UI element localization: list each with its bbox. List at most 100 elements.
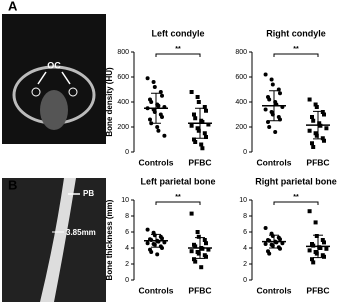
data-point — [196, 128, 201, 133]
data-point — [307, 248, 312, 253]
y-tick-label: 400 — [235, 99, 247, 106]
data-point — [307, 97, 312, 102]
significance-bracket — [155, 53, 201, 57]
data-point — [267, 125, 272, 129]
image-label: PB — [83, 189, 94, 198]
image-label: OC — [47, 60, 61, 70]
y-tick-label: 600 — [117, 74, 129, 81]
y-tick-label: 200 — [117, 124, 129, 131]
y-tick-label: 0 — [243, 149, 247, 156]
data-point — [162, 133, 167, 138]
data-point — [307, 128, 312, 133]
y-tick-label: 8 — [243, 213, 247, 220]
data-point — [196, 251, 201, 256]
significance-bracket — [273, 53, 319, 57]
data-point — [307, 209, 312, 214]
data-point — [199, 142, 204, 147]
data-point — [196, 100, 201, 104]
y-tick-label: 200 — [235, 124, 247, 131]
data-point — [314, 251, 319, 256]
data-point — [313, 102, 318, 107]
data-point — [145, 241, 150, 246]
y-tick-label: 800 — [117, 49, 129, 56]
data-point — [263, 72, 268, 77]
y-tick-label: 4 — [125, 245, 129, 252]
data-point — [193, 244, 198, 249]
significance-label: ** — [175, 46, 181, 53]
y-tick-label: 10 — [121, 197, 129, 204]
y-tick-label: 400 — [117, 99, 129, 106]
data-point — [267, 251, 272, 256]
x-tick-label: Controls — [139, 285, 174, 295]
data-point — [320, 110, 325, 114]
data-point — [273, 130, 278, 134]
x-tick-label: PFBC — [188, 285, 211, 295]
data-point — [320, 136, 325, 141]
chart-title: Left condyle — [151, 28, 204, 38]
y-axis-label: Bone density (HU) — [105, 67, 114, 137]
significance-label: ** — [293, 46, 299, 53]
data-point — [160, 246, 164, 250]
data-point — [155, 125, 160, 129]
chart-title: Right condyle — [266, 28, 326, 38]
x-tick-label: PFBC — [306, 285, 329, 295]
data-point — [204, 241, 208, 246]
data-point — [202, 105, 207, 109]
data-point — [278, 237, 282, 242]
data-point — [145, 227, 150, 232]
x-tick-label: PFBC — [306, 157, 329, 167]
data-point — [263, 242, 268, 246]
data-point — [322, 112, 326, 117]
arrow — [37, 71, 47, 85]
data-point — [313, 220, 318, 225]
data-point — [202, 238, 207, 242]
data-point — [193, 140, 198, 144]
x-tick-label: PFBC — [188, 157, 211, 167]
data-point — [314, 133, 319, 138]
y-tick-label: 2 — [243, 261, 247, 268]
y-tick-label: 800 — [235, 49, 247, 56]
roi — [68, 87, 78, 97]
data-point — [322, 240, 326, 245]
x-tick-label: Controls — [257, 157, 292, 167]
data-point — [189, 123, 194, 128]
y-tick-label: 0 — [243, 277, 247, 284]
y-tick-label: 4 — [243, 245, 247, 252]
data-point — [200, 120, 205, 124]
data-point — [204, 254, 208, 259]
y-tick-label: 10 — [239, 197, 247, 204]
significance-bracket — [155, 201, 201, 205]
data-point — [192, 257, 196, 262]
data-point — [320, 238, 325, 242]
data-point — [192, 137, 196, 142]
panel-letter: B — [8, 177, 17, 192]
panel-letter: A — [8, 0, 18, 13]
x-tick-label: Controls — [139, 157, 174, 167]
roi — [31, 87, 41, 97]
data-point — [269, 77, 274, 82]
y-tick-label: 600 — [235, 74, 247, 81]
data-point — [196, 234, 201, 239]
data-point — [263, 226, 268, 230]
parietal-bone — [40, 178, 76, 302]
data-point — [189, 211, 194, 216]
data-point — [145, 76, 150, 81]
y-axis-label: Bone thickness (mm) — [105, 199, 114, 280]
data-point — [149, 250, 154, 254]
data-point — [318, 246, 323, 250]
data-point — [202, 131, 207, 136]
data-point — [189, 249, 194, 254]
data-point — [155, 252, 160, 257]
chart-title: Right parietal bone — [255, 176, 337, 186]
data-point — [149, 100, 154, 104]
data-point — [156, 128, 161, 133]
measure-label: 3.85mm — [66, 228, 96, 237]
brainstem — [40, 90, 68, 130]
data-point — [206, 122, 211, 127]
y-tick-label: 8 — [125, 213, 129, 220]
data-point — [206, 247, 211, 252]
data-point — [324, 126, 329, 131]
data-point — [263, 107, 268, 112]
data-point — [278, 91, 282, 96]
